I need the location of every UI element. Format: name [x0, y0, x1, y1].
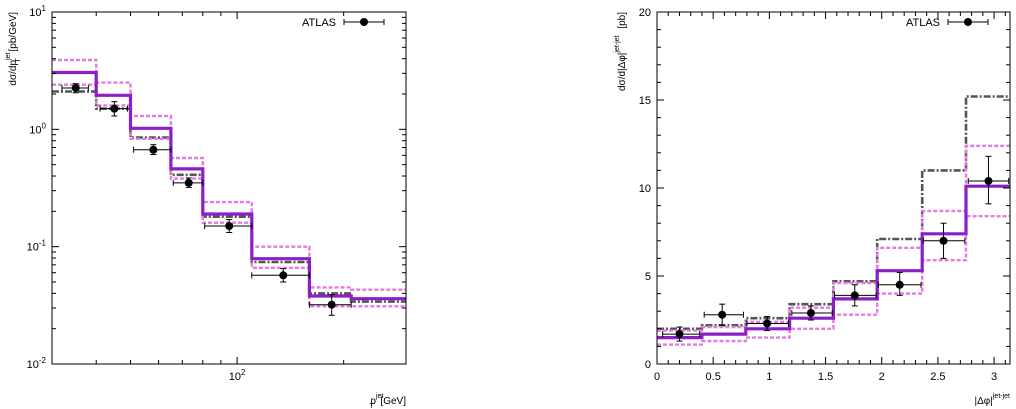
y-tick-label: 10 — [639, 183, 651, 195]
data-marker — [850, 291, 859, 300]
series-central-line — [657, 184, 1010, 340]
data-marker — [71, 84, 80, 93]
y-tick-label: 15 — [639, 95, 651, 107]
legend: ATLAS — [906, 17, 989, 29]
ticks — [51, 11, 407, 365]
ticks — [656, 11, 1010, 365]
plot-area — [657, 95, 1010, 346]
y-tick-label: 10-2 — [27, 356, 47, 371]
y-tick-label: 10-1 — [27, 239, 47, 254]
series-band_lo-line — [52, 83, 406, 308]
data-marker — [149, 145, 158, 154]
series-band_hi-line — [657, 144, 1010, 332]
x-tick-label: 0 — [654, 371, 660, 383]
x-tick-label: 0.5 — [706, 371, 721, 383]
data-point-3 — [746, 315, 789, 332]
legend-marker — [964, 18, 972, 26]
x-tick-label: 1 — [766, 371, 772, 383]
x-tick-label: 102 — [229, 368, 246, 383]
data-marker — [763, 319, 772, 328]
chart-panel-1: 102 10-2 10-1 100 101 pjet T [GeV] dσ/dpjetT [p… — [5, 4, 407, 409]
data-point-6 — [877, 271, 922, 296]
legend-label: ATLAS — [302, 17, 336, 29]
data-point-4 — [791, 305, 833, 321]
data-point-1 — [662, 326, 701, 342]
y-tick-label: 100 — [29, 121, 46, 136]
data-marker — [279, 271, 288, 280]
data-marker — [184, 178, 193, 187]
y-axis-label: dσ/d|Δφ|jet-jet [pb] — [614, 12, 628, 91]
data-marker — [939, 236, 948, 245]
data-marker — [895, 280, 904, 289]
data-point-2 — [99, 101, 128, 117]
plot-area — [52, 58, 406, 316]
y-axis-label: dσ/dpjetT [pb/GeV] — [5, 12, 22, 86]
data-marker — [110, 104, 119, 113]
data-marker — [718, 310, 727, 319]
data-point-1 — [61, 83, 89, 94]
y-tick-label: 101 — [29, 4, 46, 19]
data-point-4 — [172, 177, 204, 188]
data-point-7 — [922, 222, 966, 259]
data-point-5 — [834, 284, 877, 307]
data-marker — [806, 308, 815, 317]
data-point-6 — [251, 268, 310, 283]
series-alt-line — [52, 90, 406, 303]
data-point-7 — [308, 294, 352, 316]
x-tick-label: 1.5 — [818, 371, 833, 383]
x-tick-label: 2.5 — [930, 371, 945, 383]
data-point-2 — [703, 303, 745, 326]
data-point-8 — [967, 155, 1010, 205]
data-marker — [984, 176, 993, 185]
series-band_lo-line — [657, 215, 1010, 346]
data-point-3 — [133, 144, 172, 156]
x-axis-label: pjet T [GeV] — [369, 393, 406, 409]
data-marker — [327, 300, 336, 309]
legend-marker — [360, 18, 368, 26]
legend: ATLAS — [302, 17, 385, 29]
chart-panel-2: 0 0.5 1 1.5 2 2.5 3 0 5 10 15 20 |Δφ|jet-jet dσ/d|Δφ|… — [614, 7, 1011, 407]
legend-label: ATLAS — [906, 17, 940, 29]
y-tick-label: 20 — [639, 7, 651, 19]
data-point-5 — [204, 219, 253, 234]
x-tick-label: 2 — [879, 371, 885, 383]
series-central-line — [52, 70, 406, 301]
data-marker — [675, 330, 684, 339]
y-tick-label: 0 — [645, 359, 651, 371]
x-axis-label: |Δφ|jet-jet — [975, 393, 1011, 407]
x-tick-label: 3 — [991, 371, 997, 383]
plot-frame — [51, 11, 407, 365]
y-tick-label: 5 — [645, 271, 651, 283]
data-marker — [225, 222, 234, 231]
